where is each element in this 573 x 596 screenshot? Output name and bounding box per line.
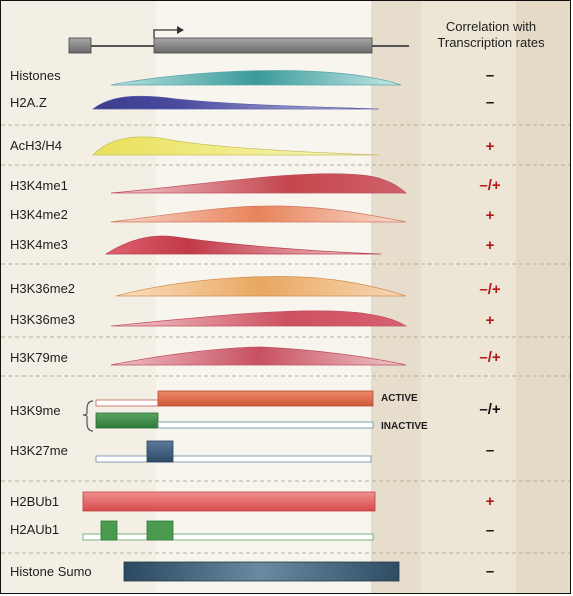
h3k9me-inactive-label: INACTIVE (381, 421, 428, 432)
h3k4me3-profile (104, 235, 382, 255)
h3k4me2-profile (110, 205, 407, 223)
h3k9me-bracket (82, 400, 94, 432)
h3k9me-inactive-track (95, 412, 374, 429)
row-label-h3k4me2: H3K4me2 (10, 207, 68, 222)
h3k36me3-profile (110, 310, 408, 327)
sign-h3k36me3: + (485, 312, 495, 329)
row-label-ach3h4: AcH3/H4 (10, 138, 63, 153)
sign-h3k9me: –/+ (479, 401, 501, 418)
sign-h3k27me: – (485, 442, 495, 459)
h3k9me-active-label: ACTIVE (381, 393, 418, 404)
row-label-h2az: H2A.Z (10, 95, 47, 110)
gene-model (68, 26, 409, 54)
correlation-header: Correlation with Transcription rates (411, 19, 570, 51)
sign-h3k36me2: –/+ (479, 281, 501, 298)
h3k27me-track (95, 440, 372, 463)
row-label-h2aub1: H2AUb1 (10, 522, 60, 537)
h2az-profile (91, 95, 380, 110)
sign-ach3h4: + (485, 138, 495, 155)
h3k79me-profile (110, 346, 407, 366)
row-label-histone-sumo: Histone Sumo (10, 564, 92, 579)
sign-h3k4me1: –/+ (479, 177, 501, 194)
h2bub1-track (82, 491, 376, 512)
sign-h3k4me2: + (485, 207, 495, 224)
row-label-h3k9me: H3K9me (10, 403, 61, 418)
row-label-histones: Histones (10, 68, 61, 83)
sign-h3k79me: –/+ (479, 349, 501, 366)
h3k4me1-profile (110, 173, 407, 194)
sign-histone-sumo: – (485, 563, 495, 580)
histones-profile (110, 70, 402, 86)
row-label-h3k27me: H3K27me (10, 443, 68, 458)
ach3h4-profile (92, 136, 380, 156)
h2aub1-track (82, 520, 374, 541)
sign-h3k4me3: + (485, 237, 495, 254)
h3k9me-active-track (95, 390, 374, 407)
header-line-1: Correlation with (445, 19, 537, 34)
row-label-h3k36me2: H3K36me2 (10, 281, 76, 296)
histone-sumo-track (123, 561, 400, 582)
header-line-2: Transcription rates (437, 35, 545, 50)
row-label-h2bub1: H2BUb1 (10, 494, 60, 509)
row-label-h3k79me: H3K79me (10, 350, 68, 365)
sign-h2az: – (485, 94, 495, 111)
sign-histones: – (485, 67, 495, 84)
sign-h2aub1: – (485, 522, 495, 539)
sign-h2bub1: + (485, 493, 495, 510)
row-label-h3k36me3: H3K36me3 (10, 312, 76, 327)
row-label-h3k4me1: H3K4me1 (10, 178, 68, 193)
h3k36me2-profile (115, 276, 407, 297)
row-label-h3k4me3: H3K4me3 (10, 237, 68, 252)
